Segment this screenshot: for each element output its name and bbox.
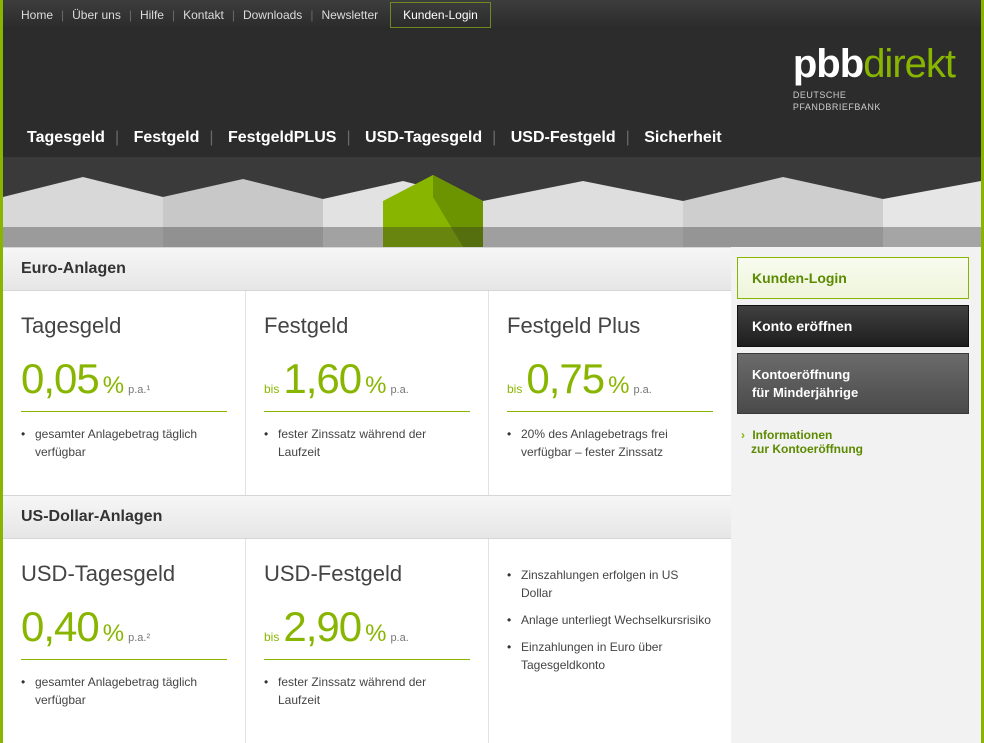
card-title: Tagesgeld bbox=[21, 313, 227, 339]
rate-value: 1,60 bbox=[283, 355, 361, 403]
card-festgeld[interactable]: Festgeld bis 1,60 % p.a. fester Zinssatz… bbox=[246, 291, 489, 495]
rate-percent: % bbox=[608, 372, 629, 400]
sidebar: Kunden-Login Konto eröffnen Kontoeröffnu… bbox=[731, 247, 981, 743]
chevron-right-icon: › bbox=[741, 428, 745, 442]
topnav-help[interactable]: Hilfe bbox=[132, 8, 172, 22]
logo-light: direkt bbox=[863, 42, 955, 86]
rate-line: bis 2,90 % p.a. bbox=[264, 603, 470, 651]
sidebar-info-line1: Informationen bbox=[752, 428, 832, 442]
card-usd-notes: Zinszahlungen erfolgen in US Dollar Anla… bbox=[489, 539, 731, 743]
divider bbox=[264, 411, 470, 412]
card-bullet: Anlage unterliegt Wechselkursrisiko bbox=[507, 612, 713, 629]
card-bullet: fester Zinssatz während der Laufzeit bbox=[264, 426, 470, 461]
rate-prefix: bis bbox=[264, 382, 279, 396]
divider bbox=[507, 411, 713, 412]
rate-percent: % bbox=[365, 372, 386, 400]
rate-line: bis 1,60 % p.a. bbox=[264, 355, 470, 403]
rate-suffix: p.a. bbox=[633, 384, 651, 396]
card-bullet: Zinszahlungen erfolgen in US Dollar bbox=[507, 567, 713, 602]
card-bullet: 20% des Anlagebetrags frei verfügbar – f… bbox=[507, 426, 713, 461]
sidebar-minor-line2: für Minderjährige bbox=[752, 385, 858, 400]
rate-percent: % bbox=[103, 620, 124, 648]
logo-sub2: PFANDBRIEFBANK bbox=[793, 102, 881, 112]
card-title: Festgeld bbox=[264, 313, 470, 339]
sidebar-login-button[interactable]: Kunden-Login bbox=[737, 257, 969, 299]
card-bullet: fester Zinssatz während der Laufzeit bbox=[264, 674, 470, 709]
topnav-newsletter[interactable]: Newsletter bbox=[313, 8, 386, 22]
card-title: Festgeld Plus bbox=[507, 313, 713, 339]
sidebar-info-line2: zur Kontoeröffnung bbox=[751, 442, 863, 456]
primary-nav: Tagesgeld| Festgeld| FestgeldPLUS| USD-T… bbox=[3, 121, 981, 157]
rate-value: 0,40 bbox=[21, 603, 99, 651]
card-bullet: Einzahlungen in Euro über Tagesgeldkonto bbox=[507, 639, 713, 674]
top-utility-nav: Home| Über uns| Hilfe| Kontakt| Download… bbox=[3, 0, 981, 30]
rate-prefix: bis bbox=[507, 382, 522, 396]
divider bbox=[264, 659, 470, 660]
section-title-usd: US-Dollar-Anlagen bbox=[3, 495, 731, 539]
section-title-euro: Euro-Anlagen bbox=[3, 247, 731, 291]
rate-suffix: p.a. bbox=[390, 384, 408, 396]
rate-value: 0,05 bbox=[21, 355, 99, 403]
card-usd-tagesgeld[interactable]: USD-Tagesgeld 0,40 % p.a.² gesamter Anla… bbox=[3, 539, 246, 743]
card-title: USD-Festgeld bbox=[264, 561, 470, 587]
main-column: Euro-Anlagen Tagesgeld 0,05 % p.a.¹ gesa… bbox=[3, 247, 731, 743]
rate-value: 0,75 bbox=[526, 355, 604, 403]
sidebar-minor-account-button[interactable]: Kontoeröffnung für Minderjährige bbox=[737, 353, 969, 414]
topnav-login-button[interactable]: Kunden-Login bbox=[390, 2, 491, 28]
nav-tagesgeld[interactable]: Tagesgeld bbox=[17, 129, 115, 146]
divider bbox=[21, 411, 227, 412]
card-bullet: gesamter Anlagebetrag täglich verfügbar bbox=[21, 426, 227, 461]
logo-sub1: DEUTSCHE bbox=[793, 90, 847, 100]
usd-cards-row: USD-Tagesgeld 0,40 % p.a.² gesamter Anla… bbox=[3, 539, 731, 743]
rate-suffix: p.a.² bbox=[128, 632, 150, 644]
card-festgeld-plus[interactable]: Festgeld Plus bis 0,75 % p.a. 20% des An… bbox=[489, 291, 731, 495]
rate-line: bis 0,75 % p.a. bbox=[507, 355, 713, 403]
header: pbbdirekt DEUTSCHE PFANDBRIEFBANK bbox=[3, 30, 981, 121]
sidebar-info-link[interactable]: › Informationen zur Kontoeröffnung bbox=[737, 420, 969, 464]
card-title: USD-Tagesgeld bbox=[21, 561, 227, 587]
hero-banner bbox=[3, 157, 981, 247]
nav-festgeld[interactable]: Festgeld bbox=[124, 129, 210, 146]
card-tagesgeld[interactable]: Tagesgeld 0,05 % p.a.¹ gesamter Anlagebe… bbox=[3, 291, 246, 495]
topnav-about[interactable]: Über uns bbox=[64, 8, 129, 22]
rate-suffix: p.a.¹ bbox=[128, 384, 150, 396]
card-bullet: gesamter Anlagebetrag täglich verfügbar bbox=[21, 674, 227, 709]
rate-percent: % bbox=[365, 620, 386, 648]
nav-usd-festgeld[interactable]: USD-Festgeld bbox=[501, 129, 626, 146]
rate-value: 2,90 bbox=[283, 603, 361, 651]
brand-logo[interactable]: pbbdirekt DEUTSCHE PFANDBRIEFBANK bbox=[793, 44, 955, 113]
sidebar-open-account-button[interactable]: Konto eröffnen bbox=[737, 305, 969, 347]
nav-sicherheit[interactable]: Sicherheit bbox=[634, 129, 731, 146]
topnav-downloads[interactable]: Downloads bbox=[235, 8, 310, 22]
hero-illustration-icon bbox=[3, 157, 981, 247]
euro-cards-row: Tagesgeld 0,05 % p.a.¹ gesamter Anlagebe… bbox=[3, 291, 731, 495]
nav-festgeldplus[interactable]: FestgeldPLUS bbox=[218, 129, 346, 146]
rate-prefix: bis bbox=[264, 630, 279, 644]
card-usd-festgeld[interactable]: USD-Festgeld bis 2,90 % p.a. fester Zins… bbox=[246, 539, 489, 743]
rate-line: 0,05 % p.a.¹ bbox=[21, 355, 227, 403]
nav-usd-tagesgeld[interactable]: USD-Tagesgeld bbox=[355, 129, 492, 146]
topnav-contact[interactable]: Kontakt bbox=[175, 8, 232, 22]
logo-bold: pbb bbox=[793, 42, 863, 86]
rate-line: 0,40 % p.a.² bbox=[21, 603, 227, 651]
divider bbox=[21, 659, 227, 660]
rate-suffix: p.a. bbox=[390, 632, 408, 644]
sidebar-minor-line1: Kontoeröffnung bbox=[752, 367, 850, 382]
rate-percent: % bbox=[103, 372, 124, 400]
topnav-home[interactable]: Home bbox=[13, 8, 61, 22]
